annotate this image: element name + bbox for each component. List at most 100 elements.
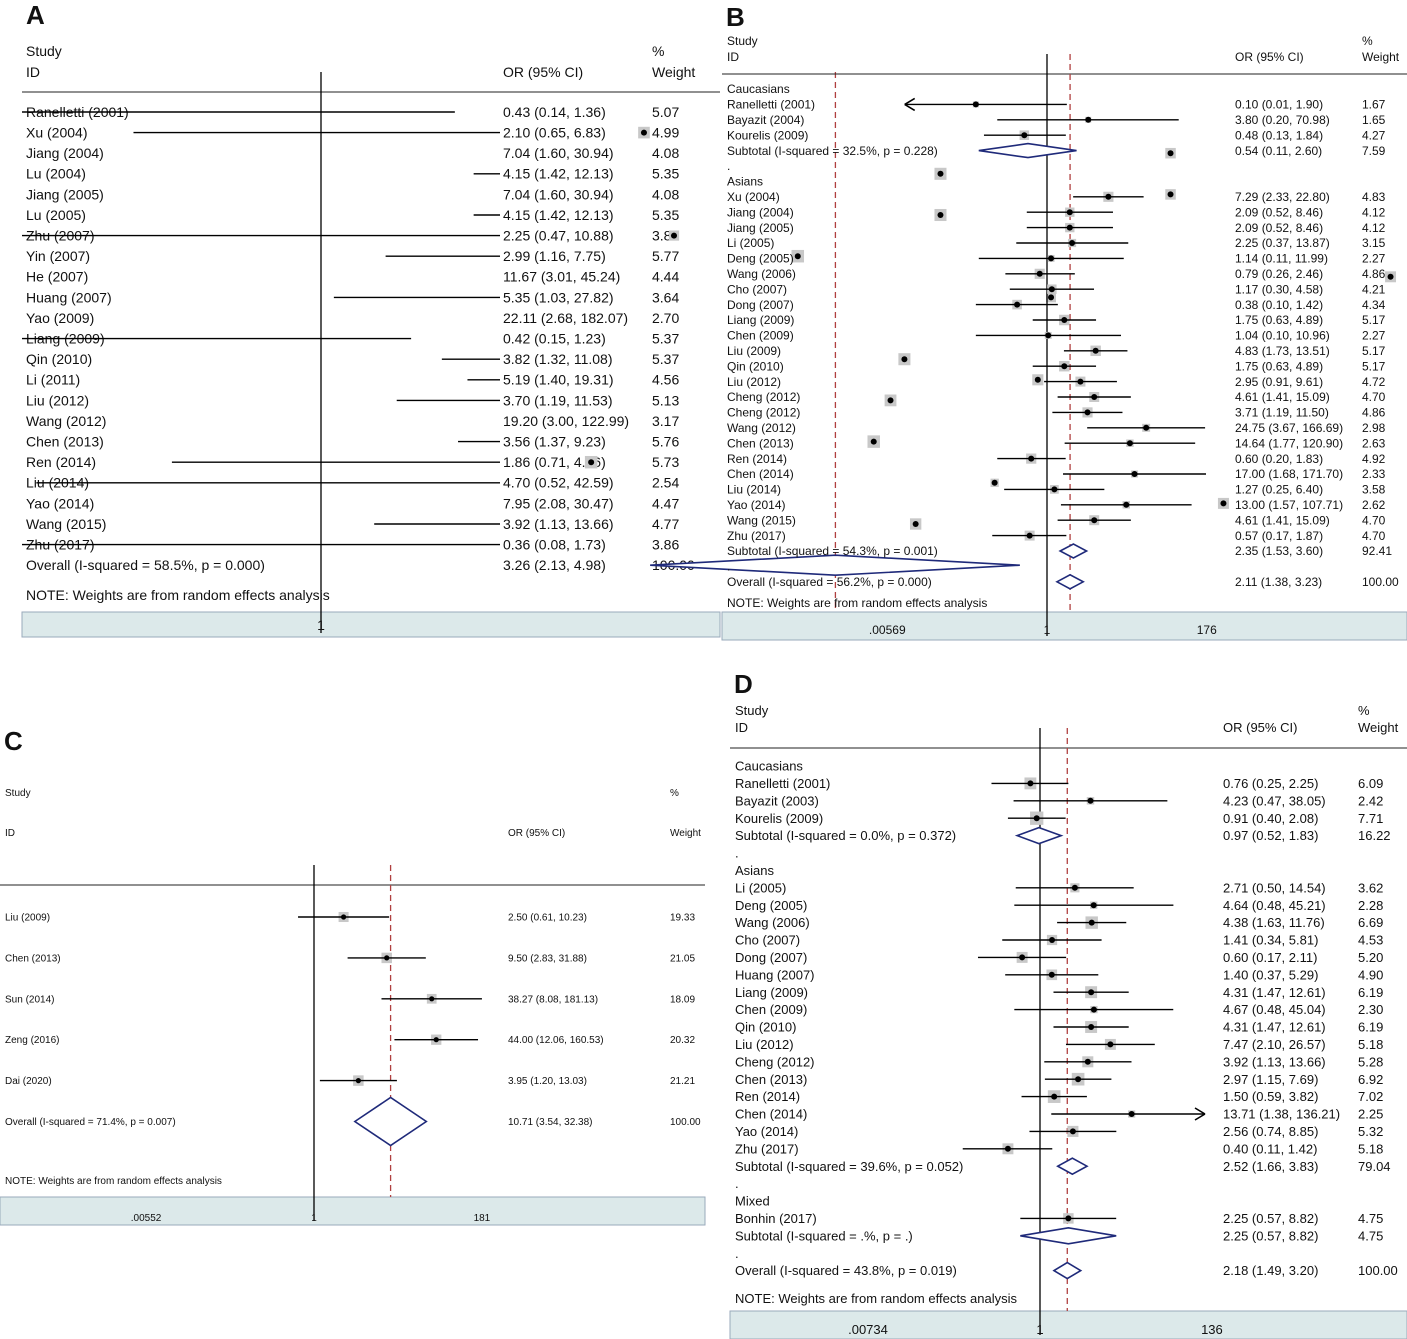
point-estimate [1049,937,1056,943]
or-ci-value: 1.75 (0.63, 4.89) [1235,313,1323,327]
axis-tick-label: 1 [1036,1322,1043,1337]
weight-value: 4.70 [1362,529,1386,543]
study-label: Jiang (2004) [727,205,794,219]
weight-value: 2.25 [1358,1107,1383,1122]
study-label: Chen (2013) [727,436,794,450]
or-ci-value: 7.04 (1.60, 30.94) [503,186,614,202]
or-ci-value: 3.56 (1.37, 9.23) [503,434,606,450]
subtotal-diamond [1056,1157,1089,1176]
header-or-ci: OR (95% CI) [503,64,583,80]
or-ci-value: 7.29 (2.33, 22.80) [1235,190,1330,204]
header-id: ID [5,828,15,839]
point-estimate [1014,301,1021,308]
or-ci-value: 0.10 (0.01, 1.90) [1235,98,1323,112]
or-ci-value: 4.70 (0.52, 42.59) [503,475,614,491]
panel-label: C [4,726,23,756]
or-ci-value: 1.40 (0.37, 5.29) [1223,967,1318,982]
weight-value: 2.98 [1362,421,1386,435]
overall-diamond [650,554,1020,577]
header-weight: Weight [1362,50,1400,64]
point-estimate [1071,884,1078,891]
or-ci-value: 7.47 (2.10, 26.57) [1223,1037,1326,1052]
study-label: Zeng (2016) [5,1035,59,1046]
or-ci-value: 2.25 (0.57, 8.82) [1223,1228,1318,1243]
study-label: Wang (2015) [727,513,796,527]
study-label: Overall (I-squared = 43.8%, p = 0.019) [735,1263,957,1278]
or-ci-value: 4.23 (0.47, 38.05) [1223,793,1326,808]
header-or-ci: OR (95% CI) [1223,720,1297,735]
weight-value: 2.27 [1362,252,1386,266]
or-ci-value: 4.61 (1.41, 15.09) [1235,390,1330,404]
or-ci-value: 1.04 (0.10, 10.96) [1235,329,1330,343]
axis-band [721,611,1407,641]
study-label: Yao (2009) [26,310,94,326]
or-ci-value: 1.86 (0.71, 4.86) [503,454,606,470]
weights-note: NOTE: Weights are from random effects an… [5,1176,222,1187]
point-estimate [1065,1215,1072,1222]
weight-value: 4.12 [1362,221,1386,235]
weight-value: 5.07 [652,104,679,120]
subgroup-label: Asians [727,175,763,189]
or-ci-value: 13.00 (1.57, 107.71) [1235,498,1343,512]
point-estimate [794,253,801,260]
weight-value: 5.17 [1362,359,1386,373]
point-estimate [912,521,919,527]
point-estimate [1075,1076,1082,1083]
weight-value: 1.67 [1362,98,1386,112]
weight-value: 4.90 [1358,967,1383,982]
point-estimate [1167,150,1174,157]
or-ci-value: 1.75 (0.63, 4.89) [1235,359,1323,373]
study-label: Bayazit (2004) [727,113,804,127]
study-label: Chen (2013) [5,953,61,964]
study-label: Cheng (2012) [735,1054,815,1069]
point-estimate [1131,471,1138,477]
point-estimate [1126,440,1133,447]
weight-value: 4.12 [1362,205,1386,219]
weight-value: 4.83 [1362,190,1386,204]
point-estimate [1084,409,1091,416]
axis-tick-label: 1 [311,1213,317,1224]
or-ci-value: 0.60 (0.17, 2.11) [1223,950,1317,965]
study-label: Wang (2012) [26,413,106,429]
point-estimate [1034,376,1041,383]
study-label: Huang (2007) [735,967,815,982]
axis-tick-label: 1 [317,617,325,633]
or-ci-value: 0.38 (0.10, 1.42) [1235,298,1323,312]
study-label: Kourelis (2009) [727,128,808,142]
or-ci-value: 0.60 (0.20, 1.83) [1235,452,1323,466]
study-label: Subtotal (I-squared = .%, p = .) [735,1228,913,1243]
weight-value: 4.86 [1362,406,1386,420]
point-estimate [1036,270,1043,277]
header-or-ci: OR (95% CI) [508,828,565,839]
or-ci-value: 4.31 (1.47, 12.61) [1223,1020,1326,1035]
study-label: Wang (2006) [727,267,796,281]
point-estimate [1387,273,1394,280]
point-estimate [640,129,647,136]
overall-diamond [353,1096,428,1147]
panel-label: A [26,0,45,30]
weight-value: 5.32 [1358,1124,1383,1139]
or-ci-value: 0.57 (0.17, 1.87) [1235,529,1323,543]
study-label: Zhu (2017) [735,1141,799,1156]
or-ci-value: 1.14 (0.11, 11.99) [1235,252,1328,266]
header-id: ID [26,64,40,80]
or-ci-value: 3.82 (1.32, 11.08) [503,351,612,367]
weight-value: 6.92 [1358,1072,1383,1087]
or-ci-value: 2.18 (1.49, 3.20) [1223,1263,1318,1278]
weight-value: 3.86 [652,537,679,553]
or-ci-value: 5.19 (1.40, 19.31) [503,372,614,388]
weight-value: 4.44 [652,269,679,285]
study-label: Overall (I-squared = 56.2%, p = 0.000) [727,575,932,589]
weight-value: 20.32 [670,1035,695,1046]
point-estimate [1045,332,1052,339]
weight-value: 5.13 [652,392,679,408]
weight-value: 1.65 [1362,113,1386,127]
study-label: Deng (2005) [727,252,794,266]
subgroup-label: Caucasians [735,759,803,774]
or-ci-value: 4.38 (1.63, 11.76) [1223,915,1325,930]
or-ci-value: 4.83 (1.73, 13.51) [1235,344,1330,358]
point-estimate [1084,1058,1091,1065]
study-label: Cheng (2012) [727,406,800,420]
point-estimate [870,438,877,445]
